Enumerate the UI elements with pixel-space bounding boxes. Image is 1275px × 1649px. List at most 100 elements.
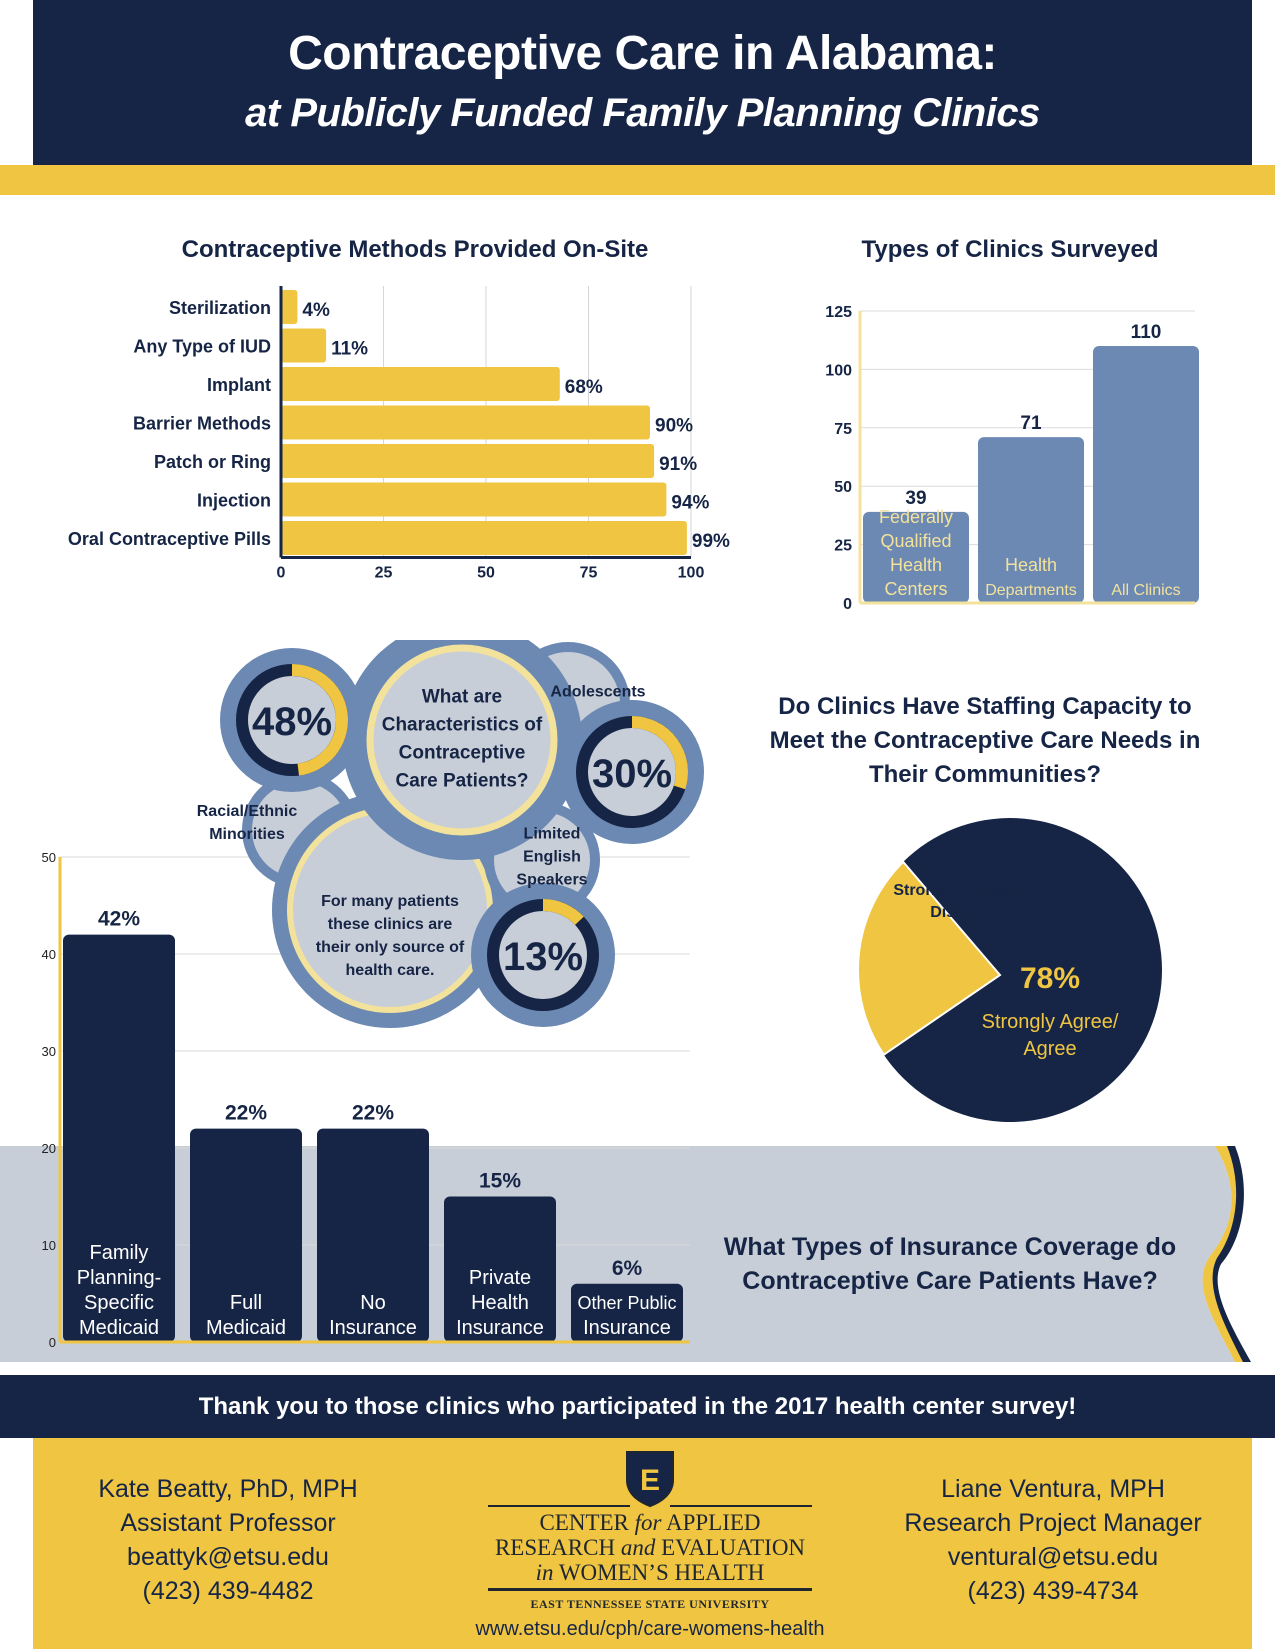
- x-tick-label: 50: [477, 565, 495, 582]
- bubble-label: Speakers: [516, 872, 587, 889]
- data-label: 90%: [655, 416, 693, 437]
- logo-word: WOMEN’S HEALTH: [553, 1560, 765, 1585]
- bar: [281, 482, 667, 517]
- data-label: 68%: [565, 377, 603, 398]
- bar: [281, 367, 560, 401]
- y-tick-label: 100: [825, 362, 852, 379]
- bar: [281, 405, 650, 440]
- category-label: Federally: [879, 507, 953, 527]
- bubble-note-text: these clinics are: [328, 916, 453, 933]
- category-label: Barrier Methods: [133, 414, 271, 434]
- page-title: Contraceptive Care in Alabama:: [288, 27, 997, 80]
- staffing-chart-title: Do Clinics Have Staffing Capacity to Mee…: [760, 690, 1210, 792]
- donut-adolescents-value: 30%: [592, 752, 672, 796]
- data-label: 39: [905, 488, 926, 509]
- bar: [317, 1128, 429, 1342]
- category-label: Departments: [985, 582, 1077, 599]
- contact-name: Liane Ventura, MPH: [941, 1475, 1165, 1503]
- bubble-label: Limited: [524, 826, 581, 843]
- category-label: Insurance: [583, 1317, 671, 1339]
- y-tick-label: 0: [843, 596, 852, 613]
- y-tick-label: 125: [825, 304, 852, 321]
- category-label: All Clinics: [1111, 582, 1180, 599]
- contact-role: Assistant Professor: [120, 1509, 336, 1537]
- bubble-label: Adolescents: [550, 684, 645, 701]
- contact-email-link[interactable]: ventural@etsu.edu: [947, 1543, 1159, 1571]
- data-label: 94%: [671, 493, 709, 514]
- bar: [281, 290, 298, 324]
- pie-slice-disagree: [857, 860, 1002, 1057]
- contact-role: Research Project Manager: [904, 1509, 1202, 1537]
- wave-decoration-icon: [1202, 1146, 1255, 1362]
- data-label: 71: [1020, 413, 1042, 434]
- bar: [1093, 346, 1199, 603]
- contact-left: Kate Beatty, PhD, MPH Assistant Professo…: [68, 1472, 388, 1608]
- category-label: Centers: [884, 579, 947, 599]
- category-label: Insurance: [329, 1317, 417, 1339]
- pie-label-disagree: Disagree: [930, 904, 998, 921]
- header-accent-band: [0, 165, 1275, 195]
- pie-label-agree: Agree: [1023, 1038, 1076, 1060]
- website-link[interactable]: www.etsu.edu/cph/care-womens-health: [475, 1618, 825, 1640]
- bubble-question: [366, 644, 558, 836]
- center-logo: E CENTER for APPLIED RESEARCH and EVALUA…: [475, 1450, 825, 1641]
- category-label: Full: [230, 1292, 262, 1314]
- category-label: Sterilization: [169, 298, 271, 318]
- contact-phone: (423) 439-4734: [967, 1577, 1139, 1605]
- category-label: Health: [890, 555, 942, 575]
- category-label: Insurance: [456, 1317, 544, 1339]
- insurance-bar-chart: 0 10 20 30 40 50 42% Family Planning- Specific Med…: [42, 850, 690, 1350]
- bubble-question-text: Care Patients?: [395, 771, 528, 792]
- data-label: 110: [1131, 322, 1162, 343]
- patient-characteristics-bubbles: 48% 30% 13% What are Characteristics of Contr…: [197, 640, 704, 1028]
- y-tick-label: 50: [42, 850, 56, 865]
- category-label: Health: [1005, 555, 1057, 575]
- category-label: No: [360, 1292, 386, 1314]
- x-tick-label: 25: [375, 565, 393, 582]
- category-label: Health: [471, 1292, 529, 1314]
- bubble-note-text: their only source of: [316, 939, 465, 956]
- category-label: Family: [90, 1242, 149, 1264]
- category-label: Specific: [84, 1292, 154, 1314]
- bar: [63, 934, 175, 1342]
- bar: [190, 1128, 302, 1342]
- x-tick-label: 0: [277, 565, 286, 582]
- logo-line-2: RESEARCH and EVALUATION: [480, 1535, 820, 1560]
- bubble-label: Minorities: [209, 826, 285, 843]
- pie-label-disagree: Strongly Disagree/: [893, 882, 1035, 899]
- logo-rule-bottom: [488, 1588, 812, 1591]
- shield-letter: E: [640, 1464, 660, 1497]
- insurance-title-line: Contraceptive Care Patients Have?: [742, 1267, 1158, 1295]
- data-label: 22%: [352, 1102, 394, 1125]
- category-label: Any Type of IUD: [133, 337, 271, 357]
- insurance-title-line: What Types of Insurance Coverage do: [723, 1233, 1177, 1261]
- y-tick-label: 75: [834, 421, 852, 438]
- logo-word: APPLIED: [661, 1510, 761, 1535]
- contact-name: Kate Beatty, PhD, MPH: [98, 1475, 358, 1503]
- data-label: 15%: [479, 1170, 521, 1193]
- data-label: 99%: [692, 531, 730, 552]
- category-label: Private: [469, 1267, 531, 1289]
- logo-word: and: [620, 1535, 656, 1560]
- staffing-pie-chart: 22% Strongly Disagree/Disagree 78% Strongly…: [857, 818, 1162, 1122]
- logo-line-1: CENTER for APPLIED: [480, 1510, 820, 1535]
- y-tick-label: 25: [834, 538, 852, 555]
- logo-rule-left: [488, 1505, 630, 1507]
- bar: [281, 444, 655, 478]
- etsu-shield-icon: E: [626, 1451, 674, 1508]
- x-tick-label: 100: [678, 565, 705, 582]
- bar: [863, 511, 969, 603]
- bubble-note-text: health care.: [346, 962, 435, 979]
- bubble-label: Racial/Ethnic: [197, 803, 298, 820]
- y-tick-label: 50: [834, 479, 852, 496]
- contact-email-link[interactable]: beattyk@etsu.edu: [127, 1543, 329, 1571]
- logo-university: EAST TENNESSEE STATE UNIVERSITY: [530, 1597, 770, 1611]
- donut-english-value: 13%: [503, 935, 583, 979]
- y-tick-label: 20: [42, 1141, 56, 1156]
- y-tick-label: 30: [42, 1044, 56, 1059]
- clinics-chart-title: Types of Clinics Surveyed: [861, 236, 1159, 263]
- header-banner: Contraceptive Care in Alabama: at Public…: [33, 0, 1252, 165]
- donut-minorities-value-arc: [291, 664, 348, 776]
- thank-you-banner: Thank you to those clinics who participa…: [0, 1375, 1275, 1438]
